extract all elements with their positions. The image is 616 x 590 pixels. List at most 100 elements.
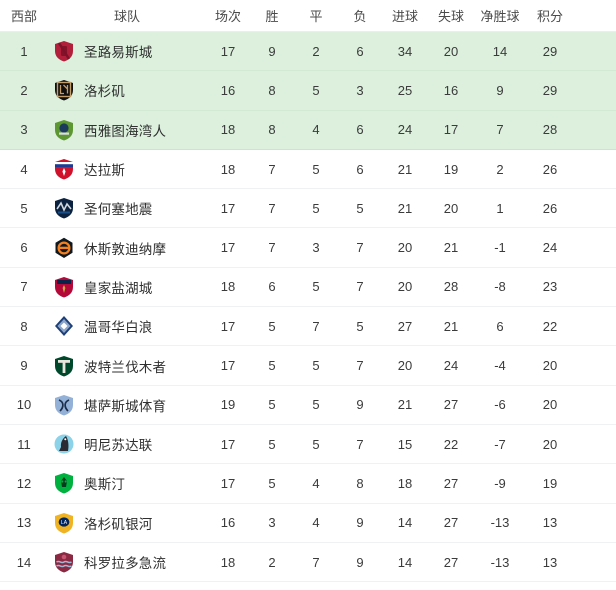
team-cell[interactable]: 波特兰伐木者 — [48, 355, 206, 377]
team-cell[interactable]: 圣何塞地震 — [48, 197, 206, 219]
team-cell[interactable]: 温哥华白浪 — [48, 315, 206, 337]
cell-team[interactable]: 科罗拉多急流 — [48, 542, 206, 583]
cell-goals-for: 21 — [382, 188, 428, 229]
table-row[interactable]: 7 皇家盐湖城 18 6 5 7 20 28 -8 23 — [0, 267, 616, 308]
cell-goal-diff: -13 — [474, 503, 526, 543]
los-angeles-fc-crest — [55, 80, 73, 101]
austin-fc-crest — [55, 473, 73, 494]
cell-team[interactable]: 堪萨斯城体育 — [48, 385, 206, 425]
cell-spacer — [574, 542, 616, 583]
column-header-goal-diff[interactable]: 净胜球 — [474, 0, 526, 32]
cell-spacer — [574, 424, 616, 465]
cell-goals-against: 19 — [428, 149, 474, 190]
cell-rank: 8 — [0, 306, 48, 347]
table-row[interactable]: 9 波特兰伐木者 17 5 5 7 20 24 -4 20 — [0, 345, 616, 386]
cell-played: 17 — [206, 345, 250, 386]
cell-drawn: 5 — [294, 267, 338, 308]
table-row[interactable]: 4 达拉斯 18 7 5 6 21 19 2 26 — [0, 149, 616, 190]
table-row[interactable]: 2 洛杉矶 16 8 5 3 25 16 9 29 — [0, 70, 616, 111]
column-header-rank[interactable]: 西部 — [0, 0, 48, 32]
cell-played: 17 — [206, 227, 250, 268]
column-header-goals-against[interactable]: 失球 — [428, 0, 474, 32]
cell-team[interactable]: 奥斯汀 — [48, 463, 206, 504]
cell-spacer — [574, 70, 616, 111]
table-row[interactable]: 13 LA 洛杉矶银河 16 3 4 9 14 27 -13 13 — [0, 503, 616, 543]
cell-goals-against: 27 — [428, 542, 474, 583]
cell-won: 5 — [250, 385, 294, 425]
table-row[interactable]: 11 明尼苏达联 17 5 5 7 15 22 -7 20 — [0, 424, 616, 465]
table-header-row: 西部 球队 场次 胜 平 负 进球 失球 净胜球 积分 — [0, 0, 616, 32]
table-row[interactable]: 1 圣路易斯城 17 9 2 6 34 20 14 29 — [0, 31, 616, 72]
seattle-sounders-crest — [55, 119, 73, 141]
team-cell[interactable]: 堪萨斯城体育 — [48, 394, 206, 416]
cell-team[interactable]: LA 洛杉矶银河 — [48, 503, 206, 543]
cell-team[interactable]: 西雅图海湾人 — [48, 110, 206, 150]
cell-points: 23 — [526, 267, 574, 308]
table-row[interactable]: 6 休斯敦迪纳摩 17 7 3 7 20 21 -1 24 — [0, 227, 616, 268]
cell-spacer — [574, 503, 616, 543]
cell-spacer — [574, 385, 616, 425]
cell-goals-against: 21 — [428, 227, 474, 268]
cell-rank: 12 — [0, 463, 48, 504]
cell-spacer — [574, 345, 616, 386]
team-cell[interactable]: 洛杉矶 — [48, 79, 206, 101]
team-cell[interactable]: LA 洛杉矶银河 — [48, 512, 206, 534]
cell-drawn: 5 — [294, 385, 338, 425]
cell-goal-diff: -4 — [474, 345, 526, 386]
team-cell[interactable]: 西雅图海湾人 — [48, 119, 206, 141]
cell-team[interactable]: 圣何塞地震 — [48, 188, 206, 229]
cell-team[interactable]: 温哥华白浪 — [48, 306, 206, 347]
column-header-points[interactable]: 积分 — [526, 0, 574, 32]
column-header-team[interactable]: 球队 — [48, 0, 206, 32]
cell-team[interactable]: 皇家盐湖城 — [48, 267, 206, 308]
column-header-won[interactable]: 胜 — [250, 0, 294, 32]
cell-lost: 7 — [338, 267, 382, 308]
table-row[interactable]: 8 温哥华白浪 17 5 7 5 27 21 6 22 — [0, 306, 616, 347]
cell-team[interactable]: 洛杉矶 — [48, 70, 206, 111]
cell-goals-for: 21 — [382, 385, 428, 425]
team-cell[interactable]: 科罗拉多急流 — [48, 551, 206, 573]
cell-rank: 14 — [0, 542, 48, 583]
cell-rank: 3 — [0, 110, 48, 150]
cell-team[interactable]: 圣路易斯城 — [48, 31, 206, 72]
team-name: 明尼苏达联 — [84, 438, 153, 454]
team-cell[interactable]: 达拉斯 — [48, 158, 206, 180]
cell-goal-diff: -9 — [474, 463, 526, 504]
cell-won: 7 — [250, 227, 294, 268]
team-cell[interactable]: 明尼苏达联 — [48, 433, 206, 455]
cell-goals-for: 34 — [382, 31, 428, 72]
cell-team[interactable]: 波特兰伐木者 — [48, 345, 206, 386]
cell-drawn: 3 — [294, 227, 338, 268]
cell-team[interactable]: 达拉斯 — [48, 149, 206, 190]
team-cell[interactable]: 圣路易斯城 — [48, 40, 206, 62]
cell-goal-diff: 1 — [474, 188, 526, 229]
cell-goals-against: 27 — [428, 503, 474, 543]
table-row[interactable]: 10 堪萨斯城体育 19 5 5 9 21 27 -6 20 — [0, 385, 616, 425]
cell-spacer — [574, 149, 616, 190]
team-cell[interactable]: 休斯敦迪纳摩 — [48, 237, 206, 259]
cell-goals-against: 28 — [428, 267, 474, 308]
cell-won: 7 — [250, 149, 294, 190]
column-header-played[interactable]: 场次 — [206, 0, 250, 32]
team-cell[interactable]: 奥斯汀 — [48, 472, 206, 494]
cell-lost: 5 — [338, 306, 382, 347]
cell-goals-against: 16 — [428, 70, 474, 111]
table-row[interactable]: 12 奥斯汀 17 5 4 8 18 27 -9 19 — [0, 463, 616, 504]
cell-played: 17 — [206, 188, 250, 229]
table-row[interactable]: 14 科罗拉多急流 18 2 7 9 14 27 -13 13 — [0, 542, 616, 583]
team-name: 圣路易斯城 — [84, 45, 153, 61]
cell-team[interactable]: 明尼苏达联 — [48, 424, 206, 465]
cell-goal-diff: 7 — [474, 110, 526, 150]
column-header-lost[interactable]: 负 — [338, 0, 382, 32]
cell-rank: 7 — [0, 267, 48, 308]
column-header-goals-for[interactable]: 进球 — [382, 0, 428, 32]
column-header-drawn[interactable]: 平 — [294, 0, 338, 32]
table-row[interactable]: 5 圣何塞地震 17 7 5 5 21 20 1 26 — [0, 188, 616, 229]
cell-team[interactable]: 休斯敦迪纳摩 — [48, 227, 206, 268]
team-name: 洛杉矶银河 — [84, 516, 153, 532]
team-name: 皇家盐湖城 — [84, 280, 153, 296]
team-cell[interactable]: 皇家盐湖城 — [48, 276, 206, 298]
table-row[interactable]: 3 西雅图海湾人 18 8 4 6 24 17 7 28 — [0, 110, 616, 150]
cell-won: 2 — [250, 542, 294, 583]
cell-goal-diff: 2 — [474, 149, 526, 190]
